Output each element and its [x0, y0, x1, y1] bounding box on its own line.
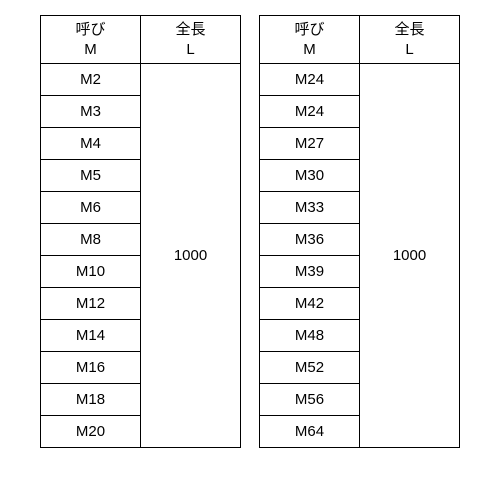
cell-name: M42	[260, 288, 360, 320]
cell-name: M2	[41, 64, 141, 96]
cell-name: M5	[41, 160, 141, 192]
cell-name: M39	[260, 256, 360, 288]
cell-name: M8	[41, 224, 141, 256]
spec-table-left: 呼び M 全長 L M21000M3M4M5M6M8M10M12M14M16M1…	[40, 15, 241, 448]
cell-length: 1000	[141, 64, 241, 448]
cell-name: M52	[260, 352, 360, 384]
cell-name: M24	[260, 64, 360, 96]
header-name: 呼び M	[41, 16, 141, 64]
header-len-bottom: L	[370, 40, 449, 60]
table-row: M241000	[260, 64, 460, 96]
header-name-bottom: M	[51, 40, 130, 60]
spec-table-right: 呼び M 全長 L M241000M24M27M30M33M36M39M42M4…	[259, 15, 460, 448]
header-len-top: 全長	[370, 20, 449, 40]
cell-name: M56	[260, 384, 360, 416]
cell-name: M64	[260, 416, 360, 448]
cell-name: M48	[260, 320, 360, 352]
header-length: 全長 L	[360, 16, 460, 64]
cell-name: M14	[41, 320, 141, 352]
table-left-body: M21000M3M4M5M6M8M10M12M14M16M18M20	[41, 64, 241, 448]
cell-name: M10	[41, 256, 141, 288]
header-len-top: 全長	[151, 20, 230, 40]
cell-name: M27	[260, 128, 360, 160]
cell-name: M24	[260, 96, 360, 128]
header-len-bottom: L	[151, 40, 230, 60]
cell-name: M4	[41, 128, 141, 160]
cell-name: M18	[41, 384, 141, 416]
cell-name: M3	[41, 96, 141, 128]
header-length: 全長 L	[141, 16, 241, 64]
cell-name: M12	[41, 288, 141, 320]
table-row: M21000	[41, 64, 241, 96]
cell-name: M16	[41, 352, 141, 384]
header-name-top: 呼び	[51, 20, 130, 40]
table-right-body: M241000M24M27M30M33M36M39M42M48M52M56M64	[260, 64, 460, 448]
cell-name: M20	[41, 416, 141, 448]
header-name-top: 呼び	[270, 20, 349, 40]
cell-length: 1000	[360, 64, 460, 448]
cell-name: M33	[260, 192, 360, 224]
cell-name: M36	[260, 224, 360, 256]
cell-name: M6	[41, 192, 141, 224]
header-name: 呼び M	[260, 16, 360, 64]
header-name-bottom: M	[270, 40, 349, 60]
cell-name: M30	[260, 160, 360, 192]
